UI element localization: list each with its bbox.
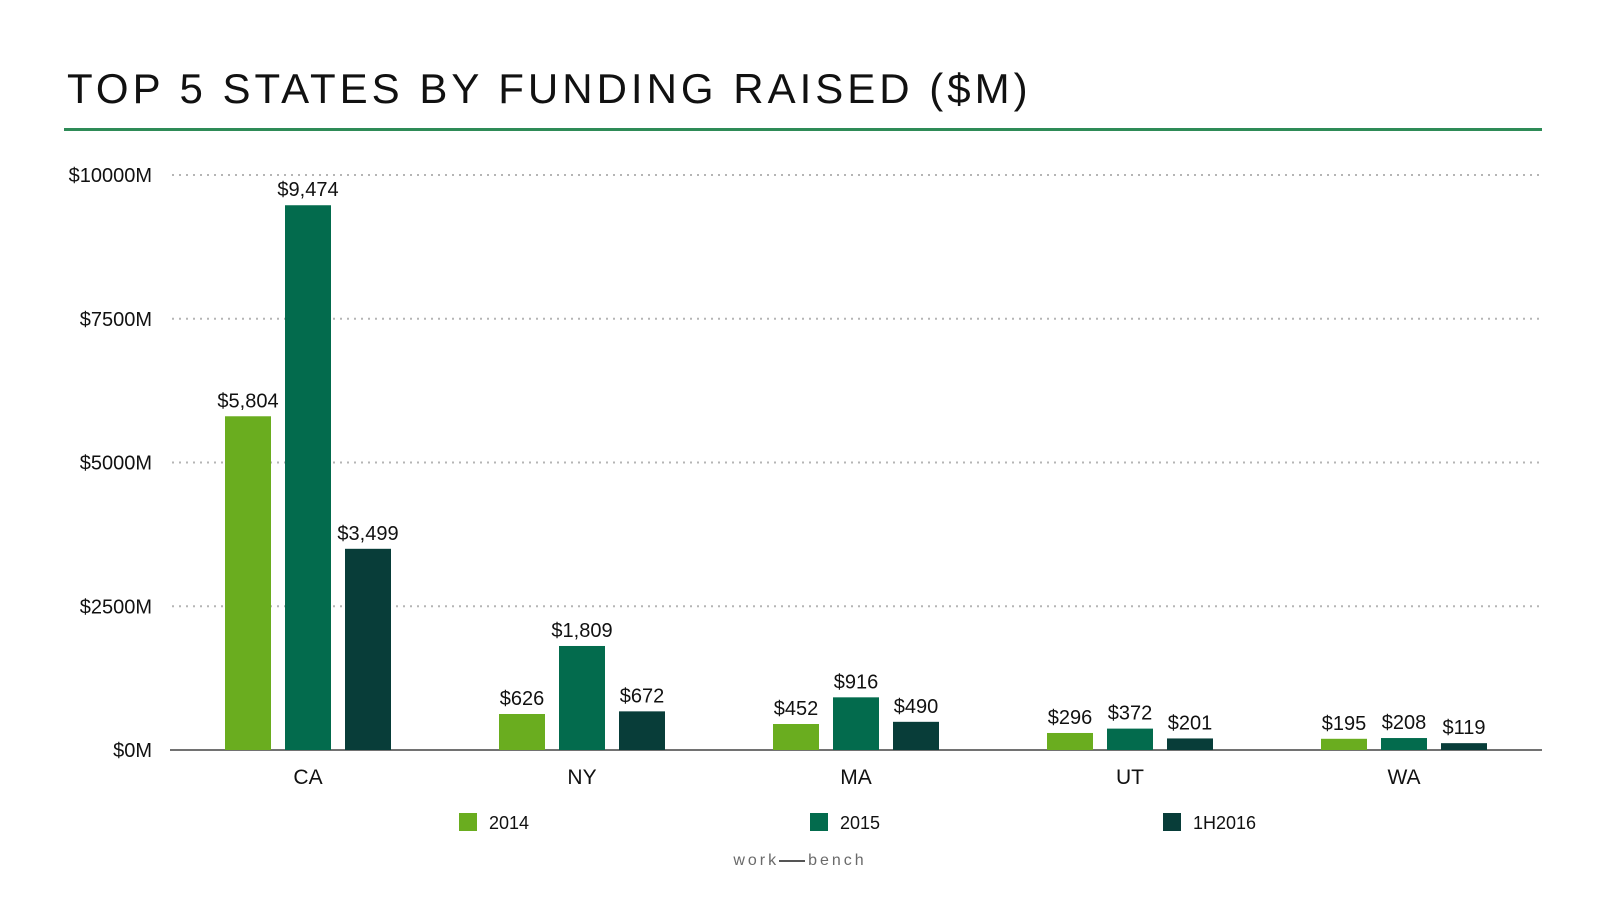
x-tick-label: CA	[293, 766, 322, 789]
data-label: $1,809	[551, 620, 612, 642]
legend-label: 2014	[489, 813, 529, 833]
bar-ca-2015	[285, 205, 331, 750]
data-label: $672	[620, 685, 665, 707]
bar-ma-1h2016	[893, 721, 939, 750]
bar-ny-2014	[499, 714, 545, 750]
bar-ut-1h2016	[1167, 738, 1213, 750]
legend-swatch-1h2016	[1163, 813, 1181, 831]
data-label: $195	[1322, 713, 1367, 735]
bar-ny-2015	[559, 645, 605, 750]
bar-wa-2014	[1321, 738, 1367, 750]
data-label: $5,804	[217, 390, 278, 412]
logo-dash	[779, 859, 806, 862]
legend-swatch-2014	[459, 813, 477, 831]
workbench-logo: work bench	[0, 852, 1600, 870]
data-label: $201	[1168, 712, 1213, 734]
bar-ut-2015	[1107, 728, 1153, 750]
chart-title: TOP 5 STATES BY FUNDING RAISED ($M)	[67, 65, 1032, 112]
legend-label: 2015	[840, 813, 880, 833]
bar-ny-1h2016	[619, 711, 665, 750]
data-label: $9,474	[277, 179, 338, 201]
bar-ca-2014	[225, 416, 271, 750]
bar-wa-1h2016	[1441, 743, 1487, 750]
logo-text-work: work	[733, 852, 780, 869]
logo-text-bench: bench	[808, 852, 867, 869]
y-tick-label: $7500M	[80, 309, 152, 331]
data-label: $626	[500, 688, 545, 710]
bar-ca-1h2016	[345, 548, 391, 750]
legend-label: 1H2016	[1193, 813, 1256, 833]
legend-swatch-2015	[810, 813, 828, 831]
data-label: $452	[774, 698, 819, 720]
x-tick-label: NY	[567, 766, 596, 789]
data-label: $119	[1442, 717, 1485, 739]
y-tick-label: $2500M	[80, 596, 152, 618]
x-tick-label: UT	[1116, 766, 1144, 789]
x-tick-label: WA	[1387, 766, 1420, 789]
bar-wa-2015	[1381, 738, 1427, 750]
data-label: $3,499	[337, 523, 398, 545]
x-tick-label: MA	[840, 766, 872, 789]
bar-ut-2014	[1047, 732, 1093, 750]
y-tick-label: $5000M	[80, 453, 152, 475]
bar-ma-2015	[833, 697, 879, 750]
data-label: $208	[1382, 712, 1427, 734]
data-label: $372	[1108, 703, 1153, 725]
data-label: $916	[834, 671, 879, 693]
data-label: $296	[1048, 707, 1093, 729]
data-label: $490	[894, 696, 939, 718]
bar-ma-2014	[773, 724, 819, 750]
title-underline	[64, 128, 1542, 131]
y-tick-label: $10000M	[69, 165, 152, 187]
y-tick-label: $0M	[113, 740, 152, 762]
